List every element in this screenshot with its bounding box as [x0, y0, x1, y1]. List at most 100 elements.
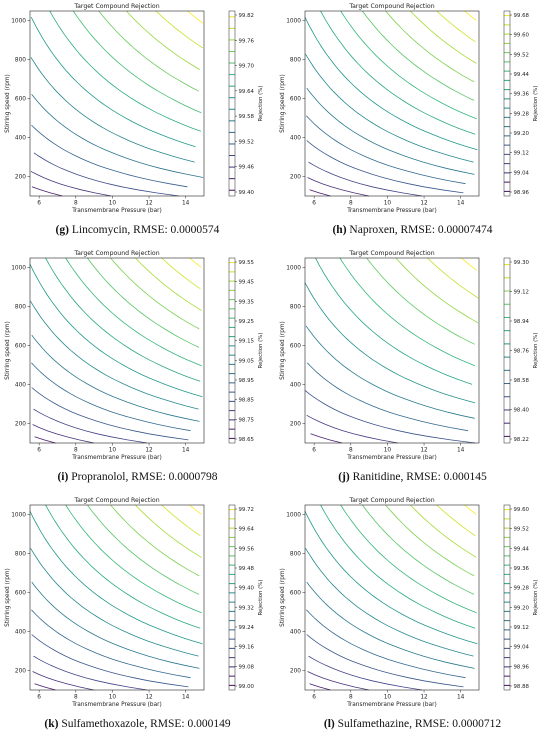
colorbar-frame: [503, 10, 511, 197]
contour-line: [362, 10, 475, 101]
contour-line: [31, 124, 188, 188]
contour-line: [339, 257, 476, 367]
x-tick-label: 8: [349, 695, 353, 701]
colorbar-tick-label: 98.96: [514, 664, 530, 670]
x-tick-label: 6: [37, 201, 41, 207]
colorbar-tick-label: 99.24: [239, 625, 255, 631]
colorbar-tick-label: 98.88: [514, 684, 530, 690]
colorbar: 99.68 99.60 99.52 99.44 99.36 99.28 99.20 99.12…: [503, 10, 530, 197]
y-axis-label: Stirring speed (rpm): [5, 321, 11, 380]
panel-caption: (h) Naproxen, RMSE: 0.00007474: [275, 224, 550, 236]
contour-line: [30, 57, 195, 163]
contour-line: [308, 655, 423, 691]
colorbar-tick-label: 99.28: [514, 111, 530, 117]
colorbar-tick-label: 99.28: [514, 586, 530, 592]
contour-line: [410, 10, 477, 64]
contour-plot: Target Compound Rejection 6 8 10 12 14 200 400 6…: [5, 497, 264, 708]
y-tick-label: 1000: [286, 266, 301, 272]
colorbar-tick-label: 98.75: [239, 417, 254, 423]
plot-frame: [304, 504, 480, 691]
colorbar-tick-label: 99.76: [239, 38, 255, 44]
colorbar-tick-label: 99.12: [514, 625, 529, 631]
plot-frame: [29, 504, 205, 691]
y-tick-label: 200: [290, 422, 301, 428]
contour-line: [307, 177, 369, 197]
contour-line: [29, 511, 203, 645]
x-tick-label: 8: [74, 201, 78, 207]
contour-line: [126, 10, 200, 70]
contour-line: [385, 10, 475, 83]
colorbar-tick-label: 99.20: [514, 131, 530, 137]
colorbar-frame: [503, 257, 511, 444]
colorbar-tick-label: 99.82: [239, 13, 254, 19]
x-tick-label: 6: [312, 695, 316, 701]
y-tick-label: 600: [15, 344, 26, 350]
contour-line: [189, 257, 202, 268]
y-tick-label: 200: [15, 175, 26, 181]
chart-panel-3: Target Compound Rejection 6 8 10 12 14 200 400 6…: [0, 247, 275, 494]
contour-line: [31, 609, 191, 679]
colorbar: 99.30 99.12 98.94 98.76 98.58 98.40 98.22: [503, 257, 530, 444]
colorbar-tick-label: 99.05: [239, 358, 254, 364]
contour-line: [340, 10, 477, 120]
contour-line: [31, 634, 189, 688]
contour-line: [31, 581, 200, 669]
panel-caption-letter: (l): [323, 718, 335, 730]
contour-line: [306, 581, 475, 669]
contour-line: [306, 115, 466, 185]
panel-caption-letter: (j): [338, 471, 350, 483]
colorbar-tick-label: 99.46: [239, 165, 255, 171]
contour-line: [32, 671, 94, 691]
colorbar-tick-label: 99.52: [514, 52, 529, 58]
colorbar-tick-label: 99.08: [239, 664, 255, 670]
y-axis-label: Stirring speed (rpm): [5, 568, 11, 627]
contour-line: [30, 17, 196, 148]
colorbar-tick-label: 99.32: [239, 605, 254, 611]
x-tick-label: 10: [384, 448, 392, 454]
contour-line: [366, 257, 475, 345]
chart-panel-1: Target Compound Rejection 6 8 10 12 14 200 400 6…: [0, 0, 275, 247]
colorbar-label: Rejection (%): [533, 580, 539, 616]
chart-panel-6: Target Compound Rejection 6 8 10 12 14 200 400 6…: [275, 494, 550, 741]
colorbar-tick-label: 99.52: [514, 527, 529, 533]
plot-frame: [304, 10, 480, 197]
contour-line: [308, 161, 423, 197]
contour-line: [45, 504, 201, 629]
colorbar-tick-label: 99.04: [514, 645, 530, 651]
plot-frame: [304, 257, 480, 444]
contour-line: [305, 547, 474, 657]
colorbar-tick-label: 99.12: [514, 151, 529, 157]
chart-panel-4: Target Compound Rejection 6 8 10 12 14 200 400 6…: [275, 247, 550, 494]
contour-line: [304, 17, 478, 151]
colorbar-tick-label: 99.64: [239, 89, 255, 95]
x-tick-label: 10: [109, 448, 117, 454]
chart-title: Target Compound Rejection: [348, 497, 434, 504]
y-tick-label: 800: [15, 552, 26, 558]
contour-plot: Target Compound Rejection 6 8 10 12 14 200 400 6…: [5, 250, 264, 461]
colorbar-tick-label: 98.22: [514, 437, 529, 443]
colorbar-tick-label: 99.55: [239, 260, 254, 266]
contour-line: [306, 609, 466, 679]
colorbar-tick-label: 99.04: [514, 170, 530, 176]
contour-line: [307, 671, 369, 691]
contour-line: [306, 634, 464, 688]
x-tick-label: 14: [182, 448, 190, 454]
x-tick-label: 6: [37, 448, 41, 454]
contour-line: [436, 10, 476, 43]
contour-line: [110, 504, 200, 577]
panel-caption-letter: (g): [55, 224, 69, 236]
colorbar-tick-label: 99.16: [239, 645, 255, 651]
contour-line: [31, 186, 63, 197]
contour-line: [31, 362, 191, 432]
colorbar-tick-label: 99.44: [514, 72, 530, 78]
x-tick-label: 6: [312, 201, 316, 207]
contour-plot: Target Compound Rejection 6 8 10 12 14 200 400 6…: [5, 3, 264, 214]
panel-caption: (j) Ranitidine, RMSE: 0.000145: [275, 471, 550, 483]
y-tick-label: 1000: [11, 266, 26, 272]
chart-panel-5: Target Compound Rejection 6 8 10 12 14 200 400 6…: [0, 494, 275, 741]
x-axis-label: Transmembrane Pressure (bar): [346, 455, 437, 461]
contour-line: [385, 504, 475, 577]
contour-line: [306, 87, 475, 175]
y-tick-label: 1000: [11, 19, 26, 25]
x-tick-label: 14: [457, 448, 465, 454]
